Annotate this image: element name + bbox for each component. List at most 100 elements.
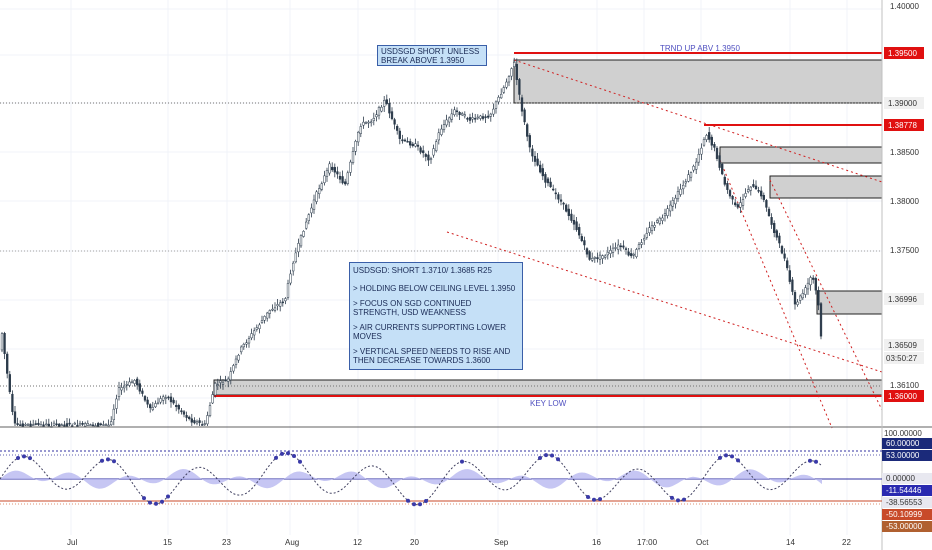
candle-body bbox=[528, 135, 531, 148]
candle-body bbox=[663, 213, 667, 217]
candle-body bbox=[453, 109, 456, 116]
candle-body bbox=[175, 405, 178, 407]
osc-dot bbox=[16, 456, 20, 460]
candle-body bbox=[120, 387, 123, 391]
candle-body bbox=[627, 251, 630, 256]
candle-body bbox=[253, 330, 256, 336]
resistance-zone-1385 bbox=[719, 146, 883, 164]
candle-body bbox=[593, 256, 596, 259]
resistance-zone-1370 bbox=[816, 290, 883, 315]
candle-body bbox=[331, 166, 334, 171]
osc-dot bbox=[274, 455, 278, 460]
time-label: 12 bbox=[353, 538, 362, 547]
candle-body bbox=[216, 384, 219, 386]
candle-body bbox=[39, 424, 43, 428]
candle-body bbox=[736, 204, 739, 208]
candle-body bbox=[380, 106, 383, 112]
osc-dot bbox=[556, 457, 560, 462]
candle-body bbox=[240, 346, 243, 353]
resistance-zone-1382 bbox=[769, 175, 883, 199]
candle-body bbox=[203, 423, 206, 425]
osc-dot bbox=[424, 499, 428, 503]
candle-body bbox=[780, 246, 784, 254]
candle-body bbox=[692, 165, 695, 171]
price-badge-bg bbox=[884, 293, 924, 305]
candle-body bbox=[440, 128, 443, 135]
osc-dot bbox=[544, 453, 548, 458]
candle-body bbox=[229, 371, 232, 381]
candle-body bbox=[494, 101, 498, 109]
candle-body bbox=[273, 307, 277, 311]
candle-body bbox=[726, 183, 729, 190]
candle-body bbox=[645, 233, 648, 238]
price-axis[interactable]: 1.40000 1.38500 1.38000 1.37500 1.36509 … bbox=[884, 2, 924, 402]
time-label: 23 bbox=[222, 538, 231, 547]
candle-body bbox=[630, 253, 633, 257]
candle-body bbox=[292, 262, 295, 272]
candle-body bbox=[476, 116, 479, 119]
candle-body bbox=[643, 238, 646, 241]
candle-body bbox=[718, 155, 721, 168]
candle-body bbox=[424, 154, 427, 157]
candle-body bbox=[661, 217, 664, 221]
candle-body bbox=[110, 421, 113, 426]
candle-body bbox=[266, 312, 269, 319]
candle-body bbox=[554, 192, 557, 195]
candle-body bbox=[26, 424, 30, 426]
candle-body bbox=[310, 207, 313, 214]
oscillator-axis[interactable]: 100.00000 60.00000 53.00000 0.00000 -11.… bbox=[882, 429, 932, 532]
candle-body bbox=[279, 302, 282, 307]
candle-body bbox=[8, 374, 11, 393]
time-label: 14 bbox=[786, 538, 795, 547]
candle-body bbox=[206, 415, 209, 425]
time-label: Jul bbox=[67, 538, 77, 547]
osc-dot bbox=[22, 454, 26, 459]
candle-body bbox=[102, 424, 105, 426]
candle-body bbox=[770, 217, 773, 225]
oscillator-pane bbox=[0, 450, 882, 507]
candle-body bbox=[78, 422, 82, 426]
candle-body bbox=[583, 240, 586, 246]
candle-body bbox=[289, 273, 292, 284]
candle-body bbox=[728, 190, 732, 197]
candle-body bbox=[201, 424, 204, 426]
osc-dot bbox=[160, 499, 164, 504]
candle-body bbox=[487, 115, 490, 118]
candle-body bbox=[211, 394, 214, 404]
candle-body bbox=[68, 422, 71, 425]
time-label: 15 bbox=[163, 538, 172, 547]
candle-body bbox=[609, 250, 612, 254]
osc-dot bbox=[100, 458, 104, 463]
osc-badge-bg bbox=[882, 521, 932, 532]
candle-body bbox=[461, 113, 464, 116]
candle-body bbox=[793, 292, 797, 305]
candle-body bbox=[778, 235, 781, 244]
candle-body bbox=[617, 244, 620, 250]
candle-body bbox=[169, 396, 173, 403]
candle-body bbox=[635, 249, 638, 257]
candle-body bbox=[136, 378, 139, 386]
candle-body bbox=[804, 287, 807, 295]
candle-body bbox=[359, 126, 362, 134]
candle-body bbox=[284, 298, 287, 302]
price-badge-13900: 1.39000 bbox=[888, 99, 917, 108]
osc-dot bbox=[730, 454, 734, 459]
candle-body bbox=[731, 196, 734, 200]
candle-body bbox=[474, 118, 477, 120]
candle-body bbox=[333, 167, 336, 173]
candle-body bbox=[702, 139, 706, 146]
candle-body bbox=[294, 252, 297, 263]
time-label: 16 bbox=[592, 538, 601, 547]
time-axis[interactable]: Jul 15 23 Aug 12 20 Sep 16 17:00 Oct 14 … bbox=[67, 538, 851, 547]
candle-body bbox=[34, 423, 37, 425]
candle-body bbox=[710, 136, 713, 146]
analysis-note-box: USDSGD: SHORT 1.3710/ 1.3685 R25 > HOLDI… bbox=[349, 262, 523, 370]
osc-badge-0: 0.00000 bbox=[886, 474, 915, 483]
candle-body bbox=[305, 221, 308, 229]
candle-body bbox=[455, 110, 459, 113]
candle-body bbox=[318, 188, 321, 195]
short-note-text: USDSGD SHORT UNLESS BREAK ABOVE 1.3950 bbox=[381, 47, 480, 65]
candle-body bbox=[614, 247, 617, 249]
candle-body bbox=[323, 175, 326, 184]
